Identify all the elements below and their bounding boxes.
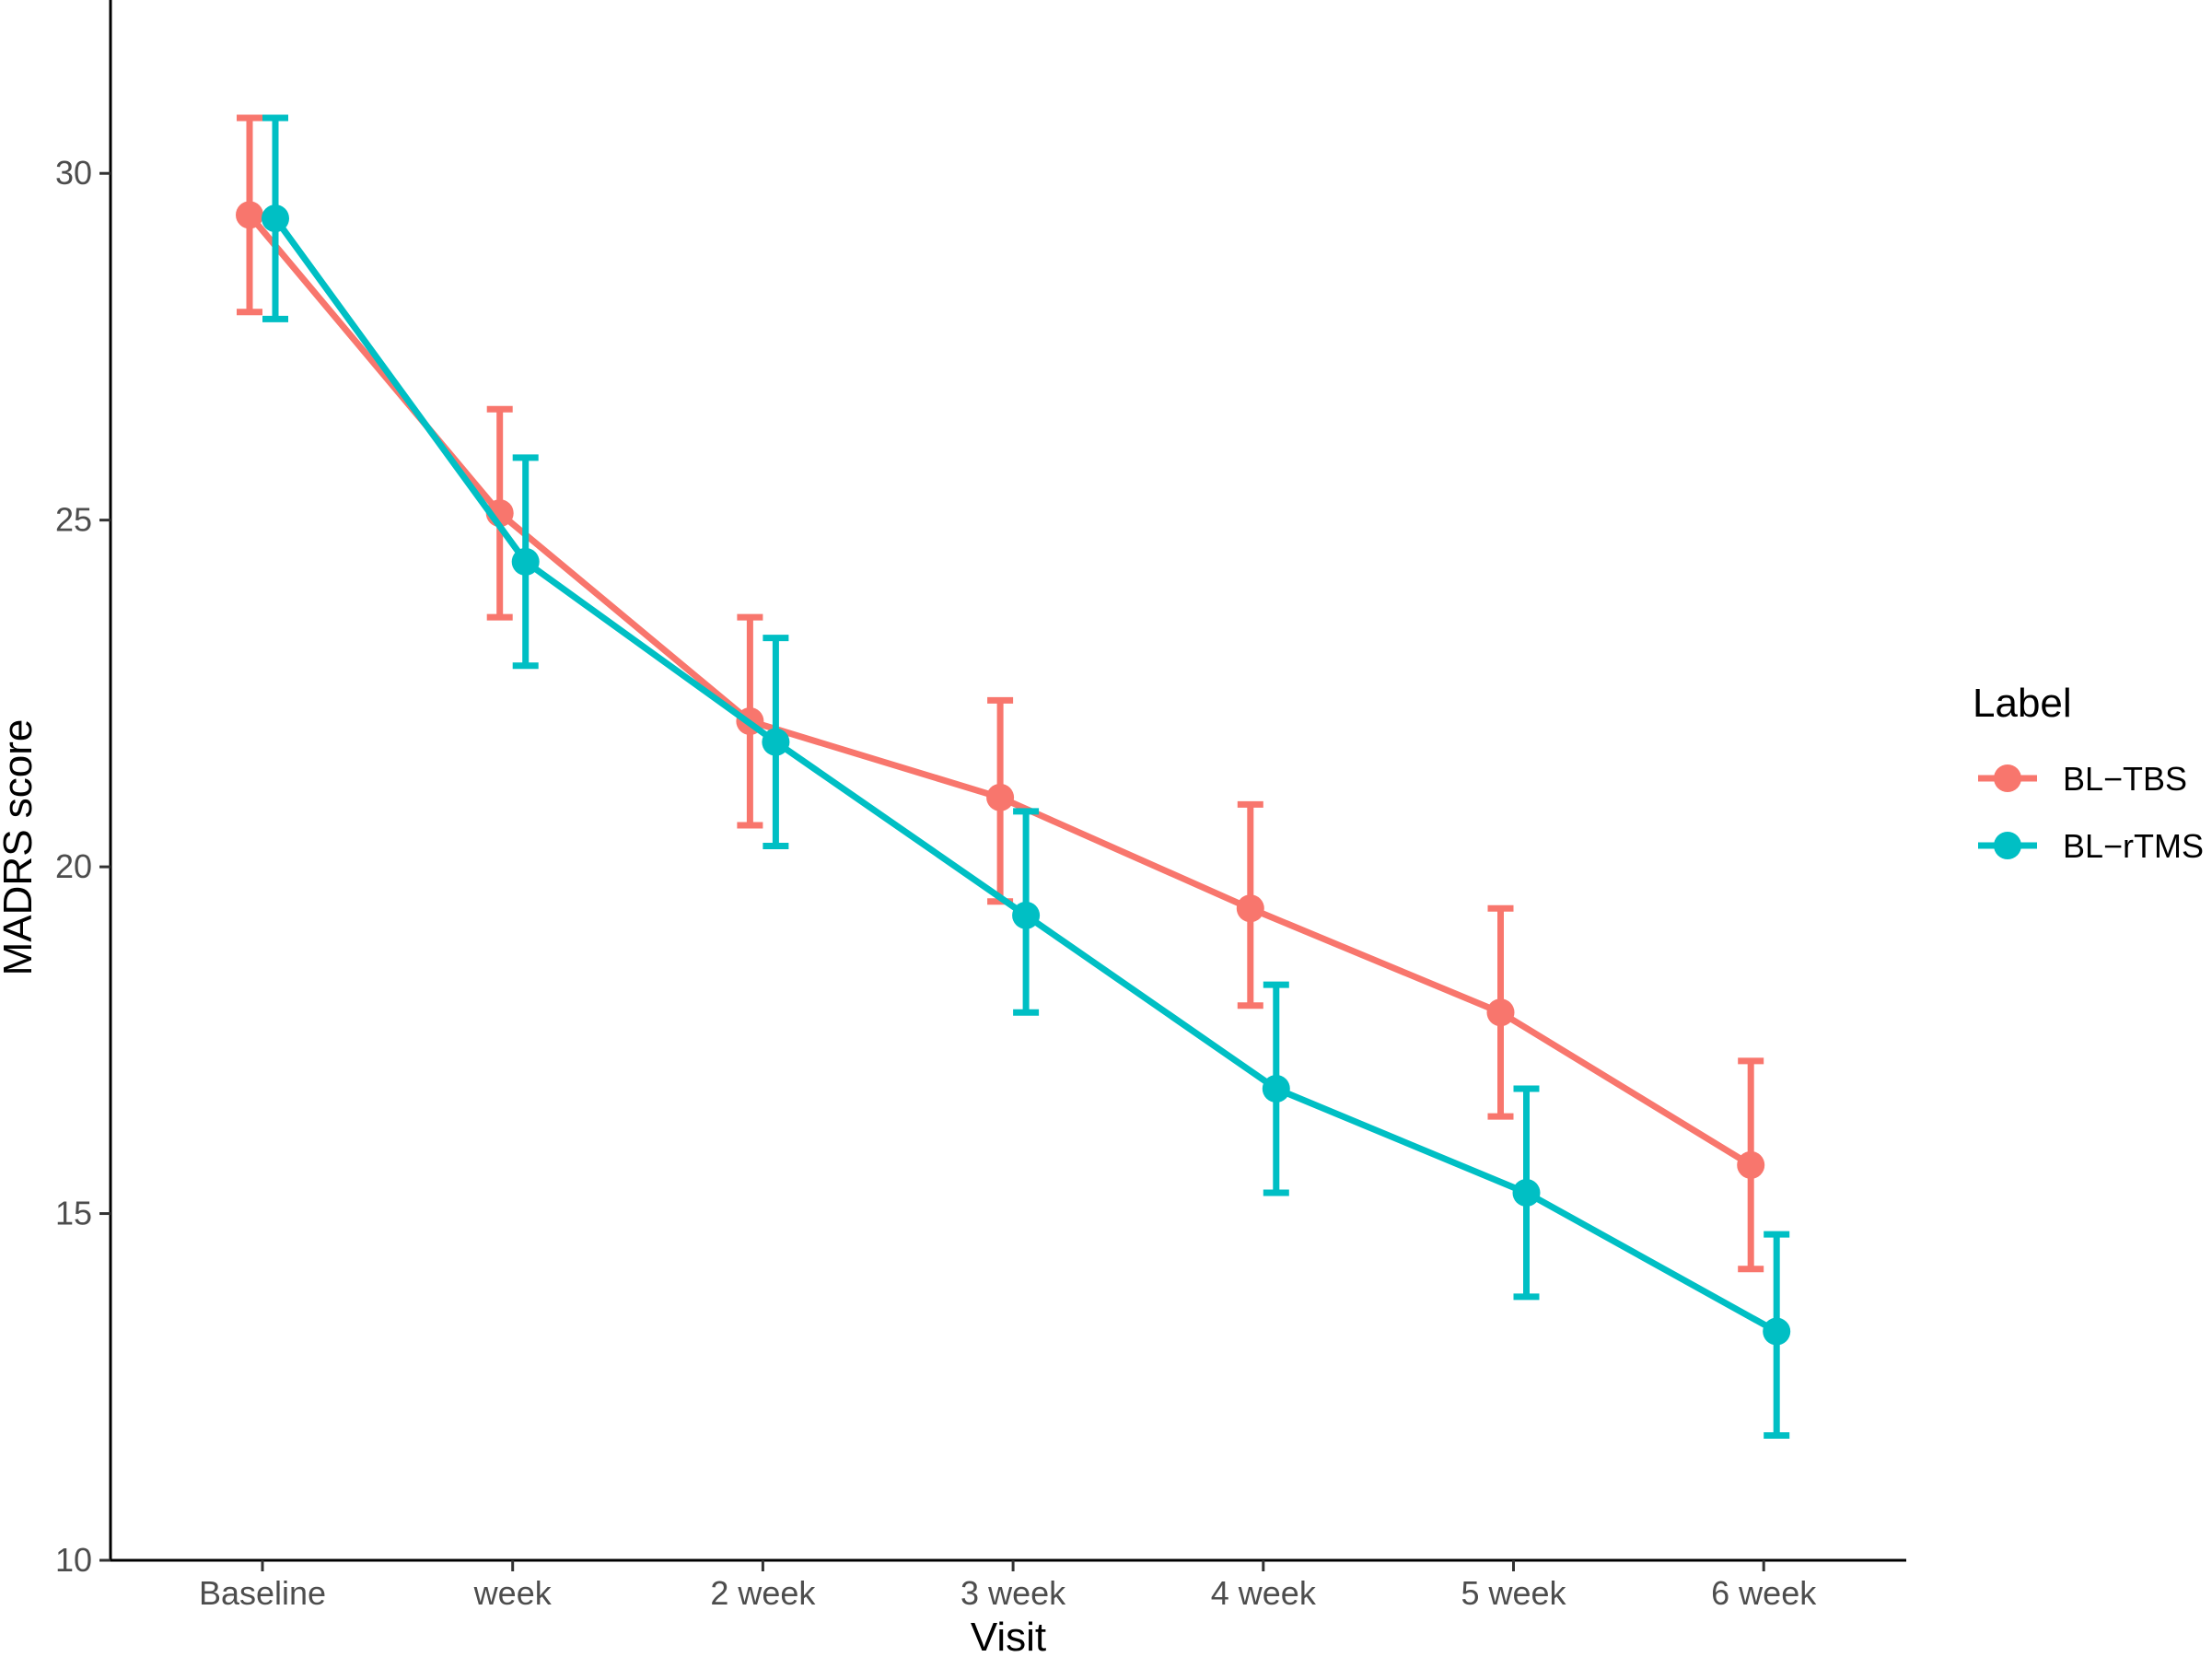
data-point bbox=[1012, 901, 1041, 929]
data-point bbox=[1486, 998, 1515, 1027]
y-tick-label: 30 bbox=[55, 154, 92, 192]
legend-label: BL−TBS bbox=[2063, 760, 2187, 798]
series-2 bbox=[262, 114, 1791, 1439]
data-point bbox=[1737, 1150, 1765, 1179]
series-line bbox=[273, 216, 1778, 1335]
legend-item: BL−TBS bbox=[1978, 760, 2187, 798]
x-axis-title: Visit bbox=[971, 1615, 1046, 1657]
y-axis-title: MADRS score bbox=[0, 719, 41, 976]
data-point bbox=[236, 201, 263, 229]
data-point bbox=[262, 204, 289, 233]
y-tick-label: 25 bbox=[55, 501, 92, 539]
legend-item: BL−rTMS bbox=[1978, 827, 2204, 865]
x-tick-label: week bbox=[473, 1574, 553, 1612]
legend: Label BL−TBS BL−rTMS bbox=[1973, 681, 2204, 865]
data-point bbox=[511, 547, 540, 576]
data-point bbox=[986, 783, 1015, 811]
series-group bbox=[236, 114, 1791, 1439]
legend-title: Label bbox=[1973, 681, 2072, 726]
x-tick-label: 2 week bbox=[710, 1574, 816, 1612]
y-tick-label: 10 bbox=[55, 1541, 92, 1579]
legend-label: BL−rTMS bbox=[2063, 827, 2204, 865]
axes-group: 10 15 20 25 30 Baseline week 2 week 3 week 4 week… bbox=[55, 0, 1906, 1612]
series-line bbox=[247, 213, 1753, 1168]
x-tick-label: 3 week bbox=[960, 1574, 1066, 1612]
legend-key-point bbox=[1994, 764, 2021, 792]
data-point bbox=[1512, 1178, 1541, 1207]
x-tick-label: 5 week bbox=[1461, 1574, 1566, 1612]
x-tick-label: Baseline bbox=[199, 1574, 326, 1612]
series-1 bbox=[236, 114, 1765, 1273]
data-point bbox=[1262, 1075, 1290, 1103]
data-point bbox=[1236, 894, 1264, 923]
legend-key-point bbox=[1994, 832, 2021, 859]
y-tick-label: 15 bbox=[55, 1195, 92, 1232]
x-tick-label: 4 week bbox=[1211, 1574, 1317, 1612]
data-point bbox=[1763, 1317, 1791, 1346]
data-point bbox=[762, 728, 790, 756]
y-tick-label: 20 bbox=[55, 847, 92, 885]
x-tick-label: 6 week bbox=[1711, 1574, 1817, 1612]
